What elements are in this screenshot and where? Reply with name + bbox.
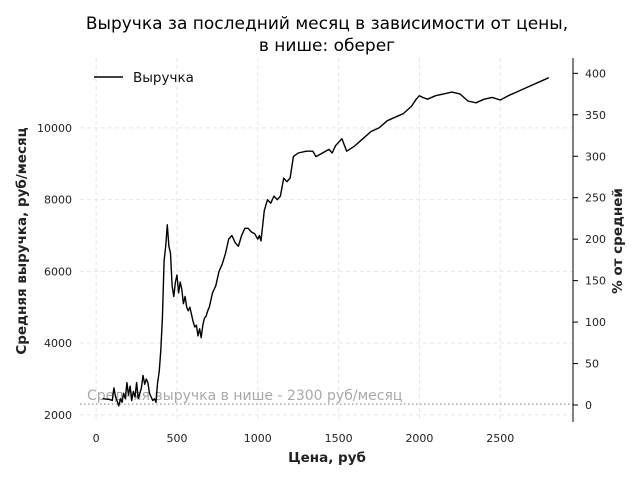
y-tick-label-right: 50 [585,358,599,371]
x-tick-label: 2500 [486,432,514,445]
y-tick-label-right: 0 [585,399,592,412]
y-tick-label-right: 200 [585,233,606,246]
mean-annotation: Средняя выручка в нише - 2300 руб/месяц [80,388,573,405]
legend-label-revenue: Выручка [133,70,194,86]
x-tick-label: 1000 [244,432,272,445]
axes: 0 500 1000 1500 2000 250020004000600080001000… [37,58,606,445]
grid-lines [80,58,573,422]
y-tick-label-right: 350 [585,109,606,122]
series-layer [102,77,550,407]
y-tick-label-left: 6000 [44,265,72,278]
y-axis-label-right: % от средней [610,188,626,294]
y-tick-label-right: 100 [585,316,606,329]
x-tick-label: 2000 [405,432,433,445]
legend: Выручка [94,70,194,86]
y-tick-label-left: 2000 [44,409,72,422]
x-axis-label: Цена, руб [288,450,366,466]
y-tick-label-right: 150 [585,275,606,288]
y-tick-label-left: 8000 [44,194,72,207]
chart-title-line-2: в нише: оберег [259,36,395,56]
x-tick-label: 500 [166,432,187,445]
y-tick-label-left: 4000 [44,337,72,350]
y-tick-label-right: 300 [585,150,606,163]
mean-annotation-text: Средняя выручка в нише - 2300 руб/месяц [87,388,402,404]
y-axis-label-left: Средняя выручка, руб/месяц [14,127,30,354]
x-tick-label: 0 [93,432,100,445]
series-line-revenue [102,77,550,407]
x-tick-label: 1500 [325,432,353,445]
y-tick-label-right: 400 [585,67,606,80]
y-tick-label-right: 250 [585,192,606,205]
chart-title-line-1: Выручка за последний месяц в зависимости… [86,14,568,34]
y-tick-label-left: 10000 [37,122,72,135]
